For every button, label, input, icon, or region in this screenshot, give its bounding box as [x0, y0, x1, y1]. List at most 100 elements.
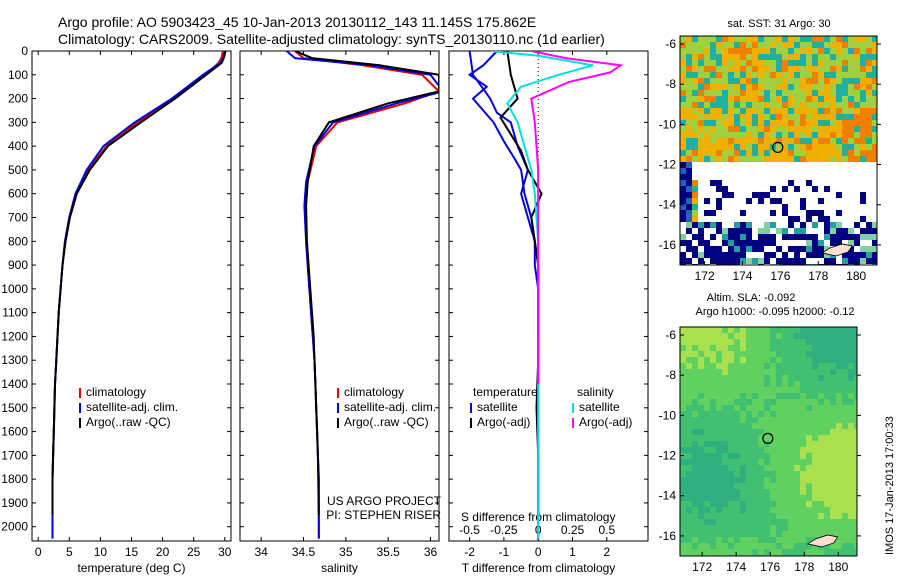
map-cell	[692, 327, 698, 333]
map-cell	[866, 222, 872, 228]
map-cell	[836, 204, 842, 210]
map-cell	[812, 507, 818, 513]
map-cell	[836, 381, 842, 387]
map-cell	[872, 222, 877, 228]
map-cell	[812, 447, 818, 453]
map-cell	[872, 174, 877, 180]
map-cell	[872, 72, 877, 78]
map-cell	[740, 513, 746, 519]
map-cell	[758, 369, 764, 375]
map-cell	[866, 90, 872, 96]
map-cell	[764, 108, 770, 114]
map-cell	[722, 501, 728, 507]
map-cell	[758, 234, 764, 240]
map-cell	[680, 114, 686, 120]
map-cell	[722, 465, 728, 471]
map-cell	[854, 435, 857, 441]
map-cell	[812, 150, 818, 156]
map-cell	[806, 441, 812, 447]
map-cell	[746, 60, 752, 66]
map-cell	[746, 537, 752, 543]
map-cell	[764, 252, 770, 258]
map-cell	[746, 375, 752, 381]
map-cell	[854, 228, 860, 234]
map-cell	[698, 168, 704, 174]
map-cell	[854, 339, 857, 345]
map-cell	[704, 84, 710, 90]
map-cell	[854, 168, 860, 174]
map-cell	[740, 198, 746, 204]
map-cell	[812, 345, 818, 351]
map-cell	[788, 198, 794, 204]
map-cell	[770, 78, 776, 84]
map-cell	[752, 411, 758, 417]
map-cell	[686, 543, 692, 549]
map-cell	[722, 252, 728, 258]
map-cell	[746, 489, 752, 495]
map-cell	[686, 519, 692, 525]
map-cell	[812, 216, 818, 222]
map-cell	[806, 393, 812, 399]
map-cell	[680, 483, 686, 489]
map-cell	[686, 156, 692, 162]
map-cell	[680, 351, 686, 357]
map-cell	[722, 132, 728, 138]
map-cell	[740, 150, 746, 156]
map-cell	[758, 435, 764, 441]
map-cell	[776, 513, 782, 519]
map-cell	[830, 138, 836, 144]
map-cell	[746, 198, 752, 204]
map-cell	[728, 441, 734, 447]
map-cell	[860, 78, 866, 84]
map-cell	[794, 477, 800, 483]
map-cell	[728, 399, 734, 405]
map-cell	[752, 525, 758, 531]
map-cell	[752, 222, 758, 228]
map-cell	[848, 240, 854, 246]
map-cell	[776, 114, 782, 120]
map-cell	[686, 393, 692, 399]
map-cell	[686, 501, 692, 507]
map-cell	[752, 477, 758, 483]
map-cell	[830, 423, 836, 429]
map-cell	[722, 453, 728, 459]
map-cell	[800, 180, 806, 186]
map-cell	[776, 246, 782, 252]
map-cell	[692, 447, 698, 453]
map-cell	[788, 441, 794, 447]
map-cell	[740, 417, 746, 423]
map-cell	[812, 84, 818, 90]
map-cell	[824, 222, 830, 228]
map-cell	[686, 549, 692, 555]
map-cell	[764, 351, 770, 357]
map-cell	[872, 48, 877, 54]
map-cell	[776, 66, 782, 72]
header-line1: Argo profile: AO 5903423_45 10-Jan-2013 …	[58, 14, 536, 30]
map-cell	[836, 363, 842, 369]
map-cell	[854, 198, 860, 204]
map-cell	[716, 339, 722, 345]
map-cell	[806, 174, 812, 180]
map-cell	[752, 435, 758, 441]
map-cell	[818, 477, 824, 483]
map-cell	[848, 156, 854, 162]
x-tick-label: -1	[499, 545, 510, 559]
map-cell	[806, 156, 812, 162]
map-cell	[854, 477, 857, 483]
map-cell	[752, 453, 758, 459]
map-cell	[710, 417, 716, 423]
map-cell	[698, 42, 704, 48]
y-tick-label: -8	[665, 77, 676, 91]
map-cell	[806, 246, 812, 252]
map-cell	[764, 405, 770, 411]
map-cell	[704, 204, 710, 210]
map-cell	[830, 36, 836, 42]
map-cell	[716, 138, 722, 144]
map-cell	[860, 198, 866, 204]
map-cell	[848, 525, 854, 531]
map-cell	[728, 216, 734, 222]
map-cell	[716, 198, 722, 204]
map-cell	[794, 240, 800, 246]
map-cell	[812, 210, 818, 216]
map-cell	[686, 399, 692, 405]
